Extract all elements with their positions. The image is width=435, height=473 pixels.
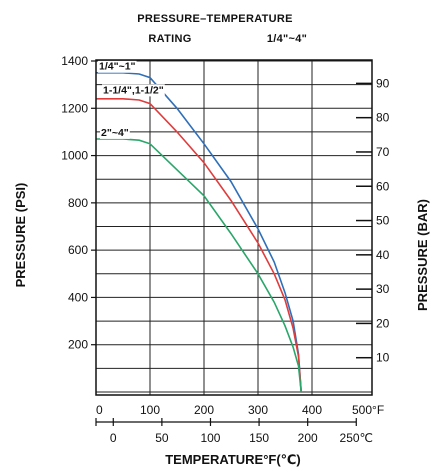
series-line-3 [96, 138, 302, 393]
x-tick-label: 500°F [352, 403, 384, 417]
x-tick-label: 300 [248, 403, 268, 417]
y-tick-label: 200 [68, 338, 88, 352]
y-axis-ticks: 200 400 600 800 1000 1200 1400 [61, 54, 96, 352]
y-tick-label: 1400 [61, 54, 88, 68]
celsius-tick-label: 100 [200, 431, 220, 445]
plot-frame [95, 59, 373, 396]
grid [96, 60, 372, 395]
x-tick-label: 400 [302, 403, 322, 417]
celsius-tick-label: 200 [298, 431, 318, 445]
bar-axis-ticks: 10 20 30 40 50 60 70 80 90 [356, 76, 390, 365]
celsius-tick-label: 50 [155, 431, 169, 445]
bar-tick-label: 40 [376, 248, 390, 262]
x-axis-celsius-ticks: 0 50 100 150 200 250℃ [95, 418, 374, 445]
chart-title: PRESSURE–TEMPERATURE [137, 13, 293, 25]
series-line-1 [96, 72, 302, 393]
series-label-3: 2"~4" [101, 127, 129, 139]
x-tick-label: 0 [96, 403, 103, 417]
celsius-tick-label: 250℃ [340, 431, 374, 445]
x-axis-ticks: 0 100 200 300 400 500°F [96, 403, 384, 417]
x-tick-label: 100 [140, 403, 160, 417]
bar-tick-label: 50 [376, 214, 390, 228]
bar-tick-label: 70 [376, 145, 390, 159]
y-tick-label: 400 [68, 290, 88, 304]
series-label-backing [102, 84, 165, 97]
bar-tick-label: 80 [376, 111, 390, 125]
y-axis-label: PRESSURE (PSI) [13, 183, 28, 288]
chart-subtitle-rating: RATING [148, 33, 191, 45]
bar-tick-label: 20 [376, 316, 390, 330]
series-labels: 1/4"~1" 1-1/4",1-1/2" 2"~4" [98, 60, 165, 139]
celsius-tick-label: 0 [110, 431, 117, 445]
y-tick-label: 600 [68, 243, 88, 257]
series-lines [96, 72, 302, 393]
celsius-tick-label: 150 [249, 431, 269, 445]
series-label-2: 1-1/4",1-1/2" [103, 84, 164, 96]
bar-tick-label: 10 [376, 351, 390, 365]
x-tick-label: 200 [194, 403, 214, 417]
bar-tick-label: 60 [376, 179, 390, 193]
series-label-backing [100, 126, 130, 139]
series-label-1: 1/4"~1" [99, 61, 136, 73]
y-tick-label: 1000 [61, 149, 88, 163]
chart-subtitle-size: 1/4"~4" [267, 33, 307, 45]
x-axis-label: TEMPERATURE°F(℃) [165, 452, 301, 467]
bar-tick-label: 30 [376, 282, 390, 296]
series-line-2 [96, 98, 302, 393]
y-tick-label: 1200 [61, 101, 88, 115]
y-axis-right-label: PRESSURE (BAR) [415, 199, 430, 311]
series-label-backing [98, 60, 137, 73]
y-tick-label: 800 [68, 196, 88, 210]
bar-tick-label: 90 [376, 76, 390, 90]
